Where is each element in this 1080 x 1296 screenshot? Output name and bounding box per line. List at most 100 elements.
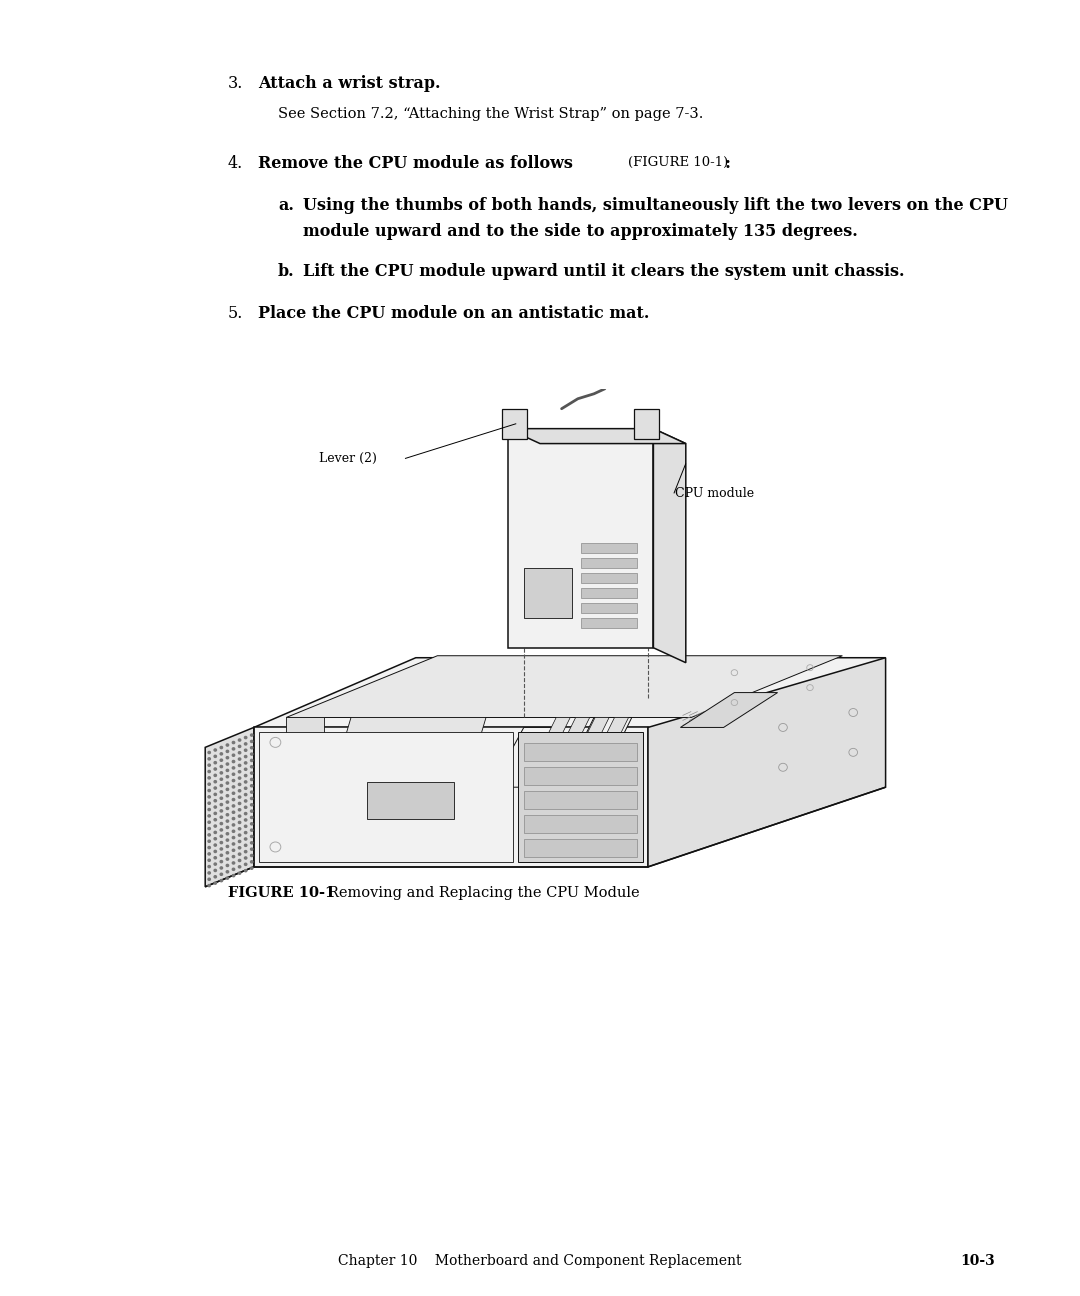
Circle shape xyxy=(220,880,222,881)
Circle shape xyxy=(214,883,216,884)
Circle shape xyxy=(251,772,253,774)
Circle shape xyxy=(226,820,229,822)
Circle shape xyxy=(220,841,222,844)
Circle shape xyxy=(208,859,211,862)
Circle shape xyxy=(232,855,234,858)
Circle shape xyxy=(226,864,229,867)
Circle shape xyxy=(208,879,211,880)
Circle shape xyxy=(251,804,253,806)
Polygon shape xyxy=(634,408,659,438)
Polygon shape xyxy=(524,767,637,785)
Circle shape xyxy=(214,850,216,853)
Text: CPU module: CPU module xyxy=(675,487,754,500)
Circle shape xyxy=(208,833,211,836)
Circle shape xyxy=(239,853,241,855)
Circle shape xyxy=(214,819,216,820)
Circle shape xyxy=(244,749,247,752)
Circle shape xyxy=(251,797,253,800)
Polygon shape xyxy=(286,656,842,718)
Text: Chapter 10    Motherboard and Component Replacement: Chapter 10 Motherboard and Component Rep… xyxy=(338,1255,742,1267)
Text: Attach a wrist strap.: Attach a wrist strap. xyxy=(258,75,441,92)
Circle shape xyxy=(244,819,247,822)
Circle shape xyxy=(214,837,216,840)
Circle shape xyxy=(220,791,222,793)
Circle shape xyxy=(226,851,229,854)
Circle shape xyxy=(232,761,234,762)
Circle shape xyxy=(226,858,229,861)
Circle shape xyxy=(239,765,241,766)
Circle shape xyxy=(226,845,229,848)
Circle shape xyxy=(244,743,247,745)
Circle shape xyxy=(232,792,234,794)
Circle shape xyxy=(232,748,234,750)
Circle shape xyxy=(232,754,234,757)
Polygon shape xyxy=(524,815,637,833)
Polygon shape xyxy=(581,618,637,627)
Circle shape xyxy=(244,826,247,827)
Circle shape xyxy=(220,746,222,749)
Circle shape xyxy=(244,736,247,739)
Circle shape xyxy=(226,757,229,758)
Circle shape xyxy=(208,866,211,868)
Circle shape xyxy=(251,816,253,819)
Circle shape xyxy=(220,766,222,767)
Circle shape xyxy=(239,778,241,779)
Circle shape xyxy=(239,840,241,842)
Circle shape xyxy=(232,842,234,845)
Text: (FIGURE 10-1): (FIGURE 10-1) xyxy=(627,156,728,168)
Circle shape xyxy=(208,872,211,874)
Circle shape xyxy=(220,778,222,780)
Circle shape xyxy=(251,734,253,736)
Circle shape xyxy=(208,796,211,798)
Circle shape xyxy=(239,752,241,754)
Polygon shape xyxy=(367,783,454,819)
Polygon shape xyxy=(567,718,632,772)
Circle shape xyxy=(232,774,234,775)
Circle shape xyxy=(208,846,211,849)
Circle shape xyxy=(244,850,247,853)
Circle shape xyxy=(220,810,222,813)
Circle shape xyxy=(214,756,216,757)
Circle shape xyxy=(214,831,216,833)
Circle shape xyxy=(214,800,216,802)
Circle shape xyxy=(214,857,216,859)
Circle shape xyxy=(220,772,222,774)
Polygon shape xyxy=(508,429,653,648)
Polygon shape xyxy=(648,658,886,867)
Text: 4.: 4. xyxy=(228,156,243,172)
Circle shape xyxy=(251,746,253,749)
Circle shape xyxy=(208,853,211,855)
Circle shape xyxy=(226,775,229,778)
Circle shape xyxy=(226,794,229,797)
Polygon shape xyxy=(529,718,570,772)
Circle shape xyxy=(239,846,241,849)
Circle shape xyxy=(214,876,216,877)
Circle shape xyxy=(251,823,253,824)
Text: Lift the CPU module upward until it clears the system unit chassis.: Lift the CPU module upward until it clea… xyxy=(303,263,905,280)
Circle shape xyxy=(232,818,234,819)
Circle shape xyxy=(251,841,253,844)
Circle shape xyxy=(239,802,241,805)
Circle shape xyxy=(251,867,253,870)
Circle shape xyxy=(251,766,253,767)
Polygon shape xyxy=(680,692,778,727)
Circle shape xyxy=(214,793,216,796)
Circle shape xyxy=(244,813,247,815)
Polygon shape xyxy=(524,568,572,618)
Polygon shape xyxy=(549,718,590,772)
Circle shape xyxy=(251,861,253,863)
Circle shape xyxy=(226,770,229,771)
Circle shape xyxy=(220,848,222,850)
Circle shape xyxy=(220,816,222,818)
Circle shape xyxy=(239,739,241,741)
Circle shape xyxy=(220,823,222,824)
Circle shape xyxy=(239,796,241,798)
Circle shape xyxy=(208,815,211,816)
Circle shape xyxy=(239,859,241,862)
Circle shape xyxy=(208,758,211,759)
Circle shape xyxy=(244,780,247,783)
Circle shape xyxy=(226,877,229,879)
Polygon shape xyxy=(524,744,637,761)
Circle shape xyxy=(208,752,211,753)
Circle shape xyxy=(244,769,247,770)
